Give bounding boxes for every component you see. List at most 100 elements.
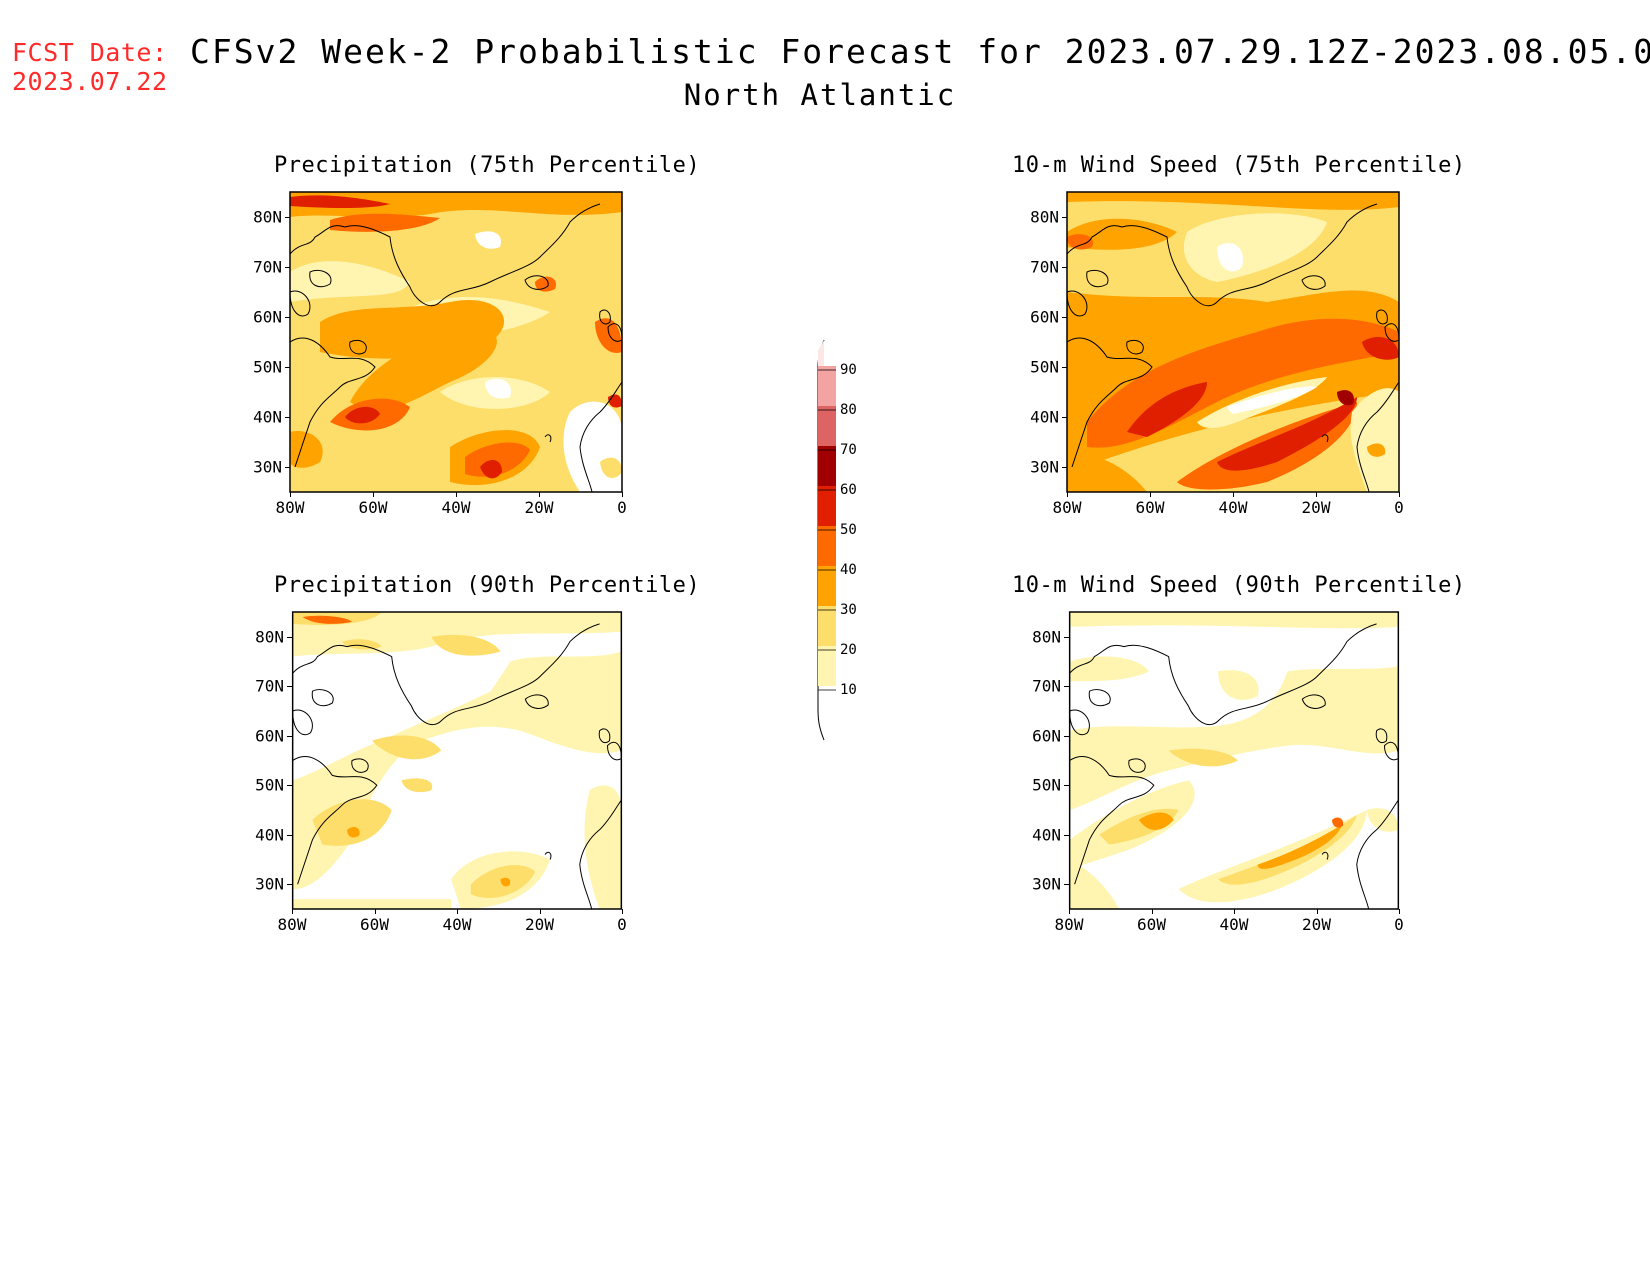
forecast-date: FCST Date: 2023.07.22 <box>12 38 168 96</box>
lat-tick-label: 80N <box>253 207 282 227</box>
lat-tick-label: 40N <box>253 407 282 427</box>
lat-tick-label: 50N <box>253 357 282 377</box>
colorbar-cell <box>818 566 836 606</box>
lat-tick-label: 70N <box>255 676 284 696</box>
lat-tick-mark <box>1062 417 1067 418</box>
colorbar-label: 70 <box>840 442 857 458</box>
lat-tick-label: 40N <box>1030 407 1059 427</box>
panel-title-precip90: Precipitation (90th Percentile) <box>274 573 701 598</box>
lon-tick-mark <box>290 492 291 497</box>
lat-tick-mark <box>1064 785 1069 787</box>
coastlines <box>1066 203 1400 493</box>
map-fill <box>292 612 622 909</box>
lon-tick-label: 0 <box>617 915 627 934</box>
lon-tick-mark <box>622 492 623 497</box>
lat-tick-mark <box>1064 636 1069 638</box>
lat-tick-mark <box>1062 317 1067 318</box>
lat-tick-mark <box>1062 217 1067 218</box>
lon-tick-label: 60W <box>360 915 389 934</box>
lon-tick-mark <box>1150 492 1151 497</box>
lon-tick-label: 40W <box>1219 915 1249 934</box>
lon-tick-label: 80W <box>1054 915 1084 934</box>
map-fill <box>290 192 622 492</box>
colorbar-label: 90 <box>840 362 857 378</box>
forecast-date-label: FCST Date: <box>12 38 168 67</box>
lon-tick-label: 20W <box>525 915 554 934</box>
colorbar-cell <box>818 646 836 686</box>
lat-tick-label: 40N <box>255 825 284 845</box>
lat-tick-mark <box>1062 367 1067 368</box>
lat-tick-label: 50N <box>1030 357 1059 377</box>
colorbar: 90 80 70 60 50 40 30 20 10 <box>817 339 857 741</box>
lon-tick-mark <box>373 492 374 497</box>
lat-tick-mark <box>285 467 290 468</box>
page-title: CFSv2 Week-2 Probabilistic Forecast for … <box>190 32 1650 71</box>
lon-tick-mark <box>1233 492 1234 497</box>
lat-tick-label: 50N <box>1032 775 1061 795</box>
lat-tick-mark <box>287 834 292 836</box>
lon-tick-label: 40W <box>1218 498 1248 517</box>
colorbar-cell <box>818 406 836 446</box>
colorbar-label: 10 <box>840 682 857 698</box>
lat-tick-label: 70N <box>1030 257 1059 277</box>
lat-tick-mark <box>287 735 292 737</box>
lon-tick-mark <box>1234 909 1235 914</box>
region-subtitle-text: North Atlantic <box>683 78 957 112</box>
lat-tick-mark <box>285 267 290 268</box>
colorbar-cell <box>818 526 836 566</box>
lat-tick-mark <box>287 686 292 688</box>
colorbar-label: 80 <box>840 402 857 418</box>
lat-tick-label: 60N <box>253 307 282 327</box>
lon-tick-mark <box>1399 909 1400 914</box>
region-subtitle: North Atlantic <box>0 78 1650 112</box>
colorbar-cell <box>818 486 836 526</box>
lat-tick-label: 60N <box>1032 726 1061 746</box>
lon-tick-mark <box>457 909 458 914</box>
lon-tick-label: 20W <box>524 498 554 517</box>
lat-tick-label: 30N <box>253 457 282 477</box>
lon-tick-label: 80W <box>1052 498 1082 517</box>
lat-tick-mark <box>287 884 292 886</box>
lat-tick-mark <box>1064 686 1069 688</box>
lat-tick-mark <box>1062 267 1067 268</box>
lat-tick-mark <box>285 417 290 418</box>
map-fill <box>1067 192 1399 492</box>
lon-tick-mark <box>622 909 623 914</box>
lon-tick-label: 60W <box>358 498 388 517</box>
colorbar-label: 60 <box>840 482 857 498</box>
lon-tick-label: 80W <box>277 915 307 934</box>
lon-tick-mark <box>1316 909 1318 914</box>
lat-tick-label: 70N <box>1032 676 1061 696</box>
panel-title-precip75: Precipitation (75th Percentile) <box>274 153 701 178</box>
lat-tick-label: 80N <box>1030 207 1059 227</box>
lat-tick-mark <box>285 217 290 218</box>
panel-title-wind90: 10-m Wind Speed (90th Percentile) <box>1012 573 1466 598</box>
lon-tick-mark <box>456 492 457 497</box>
lon-tick-label: 0 <box>617 498 627 517</box>
map-wind90 <box>1068 611 1400 910</box>
lat-tick-mark <box>285 317 290 318</box>
lat-tick-label: 80N <box>1032 627 1061 647</box>
lat-tick-mark <box>285 367 290 368</box>
lon-tick-label: 80W <box>275 498 305 517</box>
colorbar-label: 30 <box>840 602 857 618</box>
lon-tick-label: 40W <box>442 915 472 934</box>
colorbar-cells: 90 80 70 60 50 40 30 20 10 <box>818 362 857 698</box>
lon-tick-label: 60W <box>1137 915 1166 934</box>
lon-tick-mark <box>1151 909 1153 914</box>
lon-tick-mark <box>1399 492 1400 497</box>
lat-tick-mark <box>287 785 292 787</box>
lat-tick-label: 60N <box>1030 307 1059 327</box>
lat-tick-mark <box>1062 467 1067 468</box>
lon-tick-mark <box>1069 909 1070 914</box>
lat-tick-label: 30N <box>1030 457 1059 477</box>
map-precip90 <box>291 611 623 910</box>
lat-tick-label: 30N <box>255 874 284 894</box>
colorbar-label: 40 <box>840 562 857 578</box>
colorbar-label: 50 <box>840 522 857 538</box>
lat-tick-label: 40N <box>1032 825 1061 845</box>
coastlines <box>292 623 622 910</box>
lon-tick-label: 20W <box>1302 915 1331 934</box>
forecast-date-value: 2023.07.22 <box>12 67 168 96</box>
lat-tick-label: 60N <box>255 726 284 746</box>
